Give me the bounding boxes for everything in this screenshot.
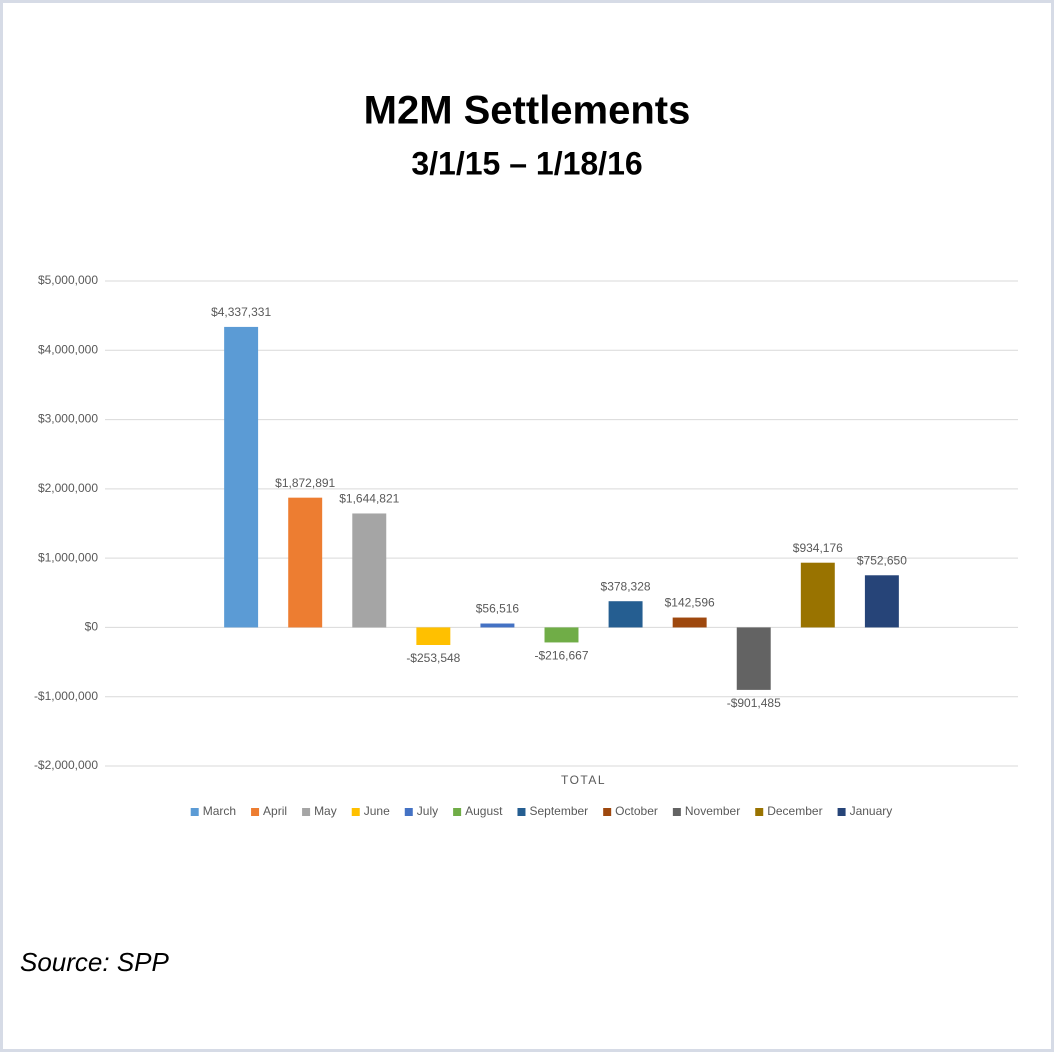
- data-label: $378,328: [601, 579, 651, 593]
- legend-label: November: [685, 804, 740, 818]
- legend-swatch: [517, 808, 526, 816]
- bar: [608, 601, 643, 628]
- y-tick-label: $4,000,000: [38, 342, 98, 356]
- legend-label: May: [314, 804, 337, 818]
- bar: [544, 627, 579, 643]
- data-label: $4,337,331: [211, 305, 271, 319]
- bar: [672, 617, 707, 628]
- data-label: -$253,548: [406, 651, 460, 665]
- legend-label: January: [850, 804, 893, 818]
- legend-swatch: [453, 808, 462, 816]
- legend-label: August: [465, 804, 503, 818]
- legend-label: June: [364, 804, 390, 818]
- bar: [288, 497, 323, 628]
- legend-swatch: [837, 808, 846, 816]
- legend-label: September: [529, 804, 588, 818]
- x-tick-label: TOTAL: [561, 773, 606, 787]
- data-label: -$901,485: [727, 696, 781, 710]
- data-label: -$216,667: [534, 649, 588, 663]
- y-tick-label: $3,000,000: [38, 412, 98, 426]
- y-tick-label: $2,000,000: [38, 481, 98, 495]
- legend-swatch: [302, 808, 311, 816]
- legend-label: April: [263, 804, 287, 818]
- legend-label: July: [417, 804, 438, 818]
- bar: [224, 326, 259, 628]
- legend-swatch: [351, 808, 360, 816]
- legend-swatch: [672, 808, 681, 816]
- bar: [352, 513, 387, 628]
- legend-swatch: [404, 808, 413, 816]
- bar: [864, 575, 899, 628]
- legend-swatch: [755, 808, 764, 816]
- legend-swatch: [190, 808, 199, 816]
- legend-label: March: [203, 804, 236, 818]
- y-tick-label: $1,000,000: [38, 550, 98, 564]
- legend-swatch: [603, 808, 612, 816]
- y-tick-label: -$2,000,000: [34, 758, 98, 772]
- bar: [416, 627, 451, 645]
- bar: [800, 562, 835, 628]
- legend-label: October: [615, 804, 658, 818]
- y-tick-label: $0: [85, 620, 99, 634]
- chart-subtitle: 3/1/15 – 1/18/16: [411, 145, 642, 181]
- y-tick-label: -$1,000,000: [34, 689, 98, 703]
- legend-swatch: [251, 808, 260, 816]
- data-label: $752,650: [857, 553, 907, 567]
- legend-label: December: [767, 804, 822, 818]
- data-label: $142,596: [665, 596, 715, 610]
- bar: [736, 627, 771, 690]
- data-label: $934,176: [793, 541, 843, 555]
- bar: [480, 623, 515, 628]
- data-label: $1,872,891: [275, 476, 335, 490]
- chart-title: M2M Settlements: [364, 89, 691, 133]
- source-note: Source: SPP: [20, 947, 170, 977]
- data-label: $1,644,821: [339, 492, 399, 506]
- y-tick-label: $5,000,000: [38, 273, 98, 287]
- data-label: $56,516: [476, 602, 520, 616]
